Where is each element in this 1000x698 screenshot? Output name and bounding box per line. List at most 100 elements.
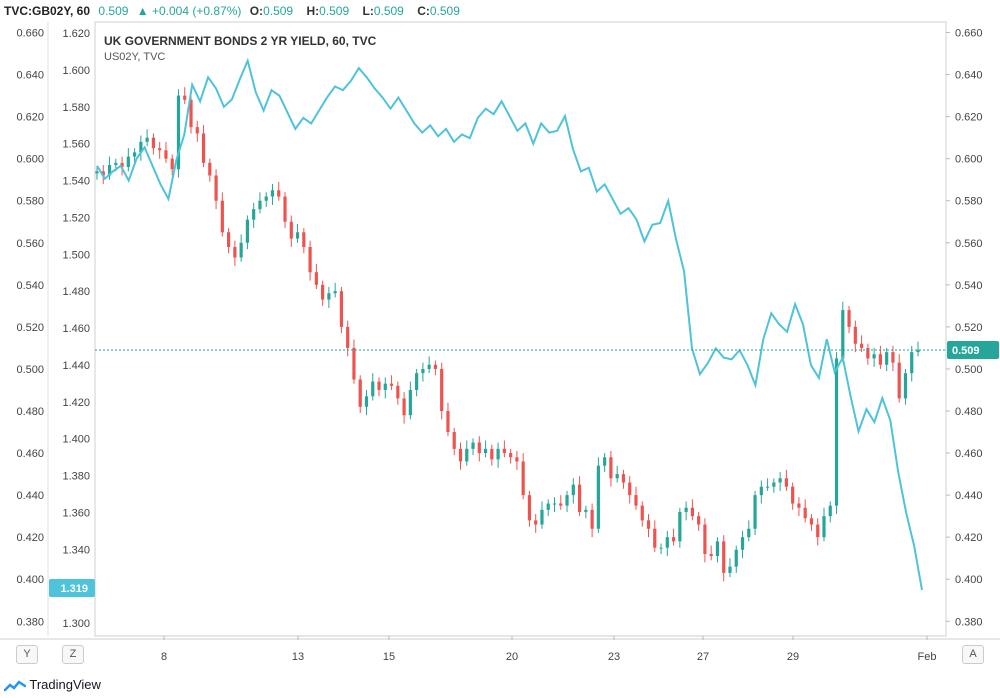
candle-body (772, 482, 776, 487)
candle-body (559, 503, 563, 506)
candle-body (496, 448, 500, 460)
left-axis-tick: 0.380 (16, 616, 44, 628)
candle-body (151, 137, 156, 149)
ohlc-low: L:0.509 (362, 4, 404, 18)
candle-body (609, 457, 613, 479)
right-axis-tick: 0.460 (955, 448, 983, 460)
candle-body (164, 150, 168, 159)
right-axis-tick: 0.540 (955, 280, 983, 292)
footer: TradingView (0, 672, 1000, 698)
candle-body (891, 352, 895, 363)
left-axis-tick: 0.520 (16, 322, 44, 334)
symbol-name[interactable]: TVC:GB02Y, 60 (4, 4, 91, 18)
x-axis-tick: 29 (787, 651, 799, 663)
right-axis-tick: 0.440 (955, 490, 983, 502)
candle-body (603, 457, 607, 466)
candle-body (158, 148, 162, 151)
candle-body (139, 141, 143, 153)
candle-body (208, 162, 212, 176)
tradingview-logo[interactable]: TradingView (3, 677, 101, 693)
candle-body (289, 221, 293, 239)
left-axis-tick: 0.420 (16, 532, 44, 544)
candle-body (440, 368, 444, 412)
right-axis-tick: 0.640 (955, 70, 983, 82)
candle-body (565, 495, 569, 506)
inner-left-axis-tick: 1.380 (62, 471, 90, 483)
candle-body (590, 509, 594, 529)
candle-body (853, 326, 857, 344)
inner-left-axis-tick: 1.540 (62, 176, 90, 188)
plot-frame (94, 21, 947, 637)
us02y-price-label: 1.319 (60, 583, 88, 595)
candle-body (220, 200, 224, 233)
x-axis-tick: 15 (383, 651, 395, 663)
candle-body (214, 175, 218, 201)
candle-body (747, 528, 751, 538)
x-axis-tick: Feb (918, 651, 937, 663)
candle-body (753, 495, 757, 529)
candle-body (176, 95, 181, 170)
left-axis-tick: 0.560 (16, 238, 44, 250)
candle-body (107, 164, 112, 176)
candle-body (621, 474, 626, 483)
right-axis-tick: 0.620 (955, 112, 983, 124)
candle-body (866, 347, 870, 359)
candle-body (458, 448, 463, 462)
left-axis-tick: 0.660 (16, 28, 44, 40)
candle-body (509, 453, 513, 458)
axis-z-button[interactable]: Z (62, 645, 84, 664)
inner-left-axis-tick: 1.360 (62, 507, 90, 519)
chart-title: UK GOVERNMENT BONDS 2 YR YIELD, 60, TVC (104, 34, 377, 48)
candle-body (258, 200, 262, 210)
inner-left-axis-tick: 1.340 (62, 544, 90, 556)
candle-body (828, 505, 832, 517)
left-axis-tick: 0.460 (16, 448, 44, 460)
inner-left-axis-tick: 1.400 (62, 434, 90, 446)
candle-body (433, 364, 438, 369)
candle-body (239, 242, 243, 258)
candle-body (195, 127, 199, 134)
axis-y-button[interactable]: Y (16, 645, 38, 664)
candle-body (847, 310, 851, 327)
candle-body (841, 310, 845, 359)
candle-body (227, 232, 231, 247)
candle-body (502, 448, 506, 454)
candle-body (734, 549, 738, 567)
candle-body (628, 482, 632, 496)
candle-body (540, 509, 544, 525)
candle-body (358, 379, 362, 407)
candle-body (233, 246, 237, 258)
left-axis-tick: 0.400 (16, 574, 44, 586)
candle-body (653, 528, 657, 548)
right-axis-tick: 0.560 (955, 238, 983, 250)
candle-body (778, 478, 782, 483)
candle-body (371, 381, 375, 397)
inner-left-axis-tick: 1.460 (62, 323, 90, 335)
candle-body (803, 507, 807, 519)
inner-left-axis-tick: 1.500 (62, 249, 90, 261)
candle-body (383, 383, 387, 390)
candle-body (327, 293, 331, 300)
candle-body (816, 524, 820, 538)
x-axis-tick: 8 (161, 651, 167, 663)
price-chart[interactable]: 0.660 0.640 0.620 0.600 0.580 0.560 0.540 0.520… (0, 0, 1000, 672)
auto-scale-button[interactable]: A (962, 645, 984, 664)
ohlc-open: O:0.509 (249, 4, 294, 18)
us02y-price-badge (49, 579, 95, 598)
right-axis-tick: 0.580 (955, 196, 983, 208)
candle-body (364, 396, 369, 407)
left-axis-tick: 0.640 (16, 70, 44, 82)
candle-body (534, 520, 538, 525)
right-axis-tick: 0.500 (955, 364, 983, 376)
candle-body (552, 503, 557, 505)
candle-body (402, 398, 406, 416)
candle-body (834, 358, 839, 506)
candle-body (183, 95, 187, 100)
candle-body (878, 354, 882, 365)
candle-body (302, 232, 306, 247)
candle-body (910, 352, 914, 374)
candle-body (885, 352, 889, 365)
price-change: ▲ +0.004 (+0.87%) (136, 4, 242, 18)
candle-body (784, 478, 788, 487)
right-axis-tick: 0.520 (955, 322, 983, 334)
